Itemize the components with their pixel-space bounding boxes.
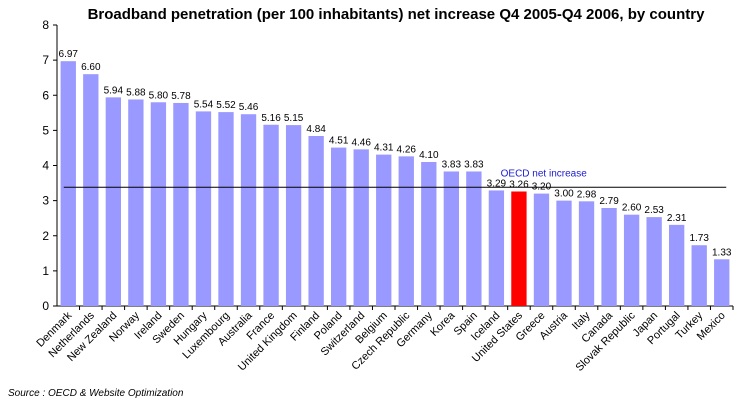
source-note: Source : OECD & Website Optimization — [8, 388, 184, 399]
axis-layer: 0 1 2 3 4 5 6 7 8 — [42, 18, 734, 313]
bar-czech-republic — [398, 156, 414, 306]
y-tick-label: 8 — [42, 18, 49, 32]
bar-iceland — [488, 190, 505, 306]
bar-ireland — [150, 102, 167, 307]
bar-turkey — [691, 245, 707, 306]
data-label: 3.26 — [509, 179, 529, 190]
y-tick-label: 2 — [42, 229, 49, 243]
bar-denmark — [60, 61, 76, 307]
y-tick-label: 3 — [42, 194, 49, 208]
data-label: 5.88 — [126, 87, 146, 98]
y-tick-label: 7 — [42, 53, 49, 67]
y-tick-label: 6 — [42, 88, 49, 102]
category-label: Korea — [428, 309, 458, 339]
data-label: 4.26 — [397, 144, 417, 155]
data-label: 1.33 — [712, 247, 732, 258]
bar-poland — [331, 147, 347, 306]
bar-belgium — [376, 154, 392, 306]
bar-finland — [308, 135, 324, 306]
bar-new-zealand — [105, 97, 121, 306]
data-label: 2.53 — [644, 205, 664, 216]
bar-sweden — [173, 102, 189, 306]
bar-greece — [533, 193, 550, 306]
oecd-reference-label: OECD net increase — [501, 168, 588, 179]
y-tick-label: 0 — [42, 299, 49, 313]
bar-australia — [240, 114, 257, 306]
y-tick-label: 4 — [42, 159, 49, 173]
data-label: 2.98 — [577, 189, 597, 200]
data-label: 5.54 — [194, 99, 214, 110]
bar-united-states — [511, 191, 527, 306]
data-label: 1.73 — [689, 233, 709, 244]
bar-luxembourg — [218, 112, 234, 306]
bar-canada — [601, 208, 617, 306]
bar-japan — [646, 217, 662, 306]
bar-austria — [556, 200, 572, 306]
data-label: 3.00 — [554, 189, 574, 200]
data-label: 3.83 — [464, 159, 484, 170]
data-label: 6.97 — [59, 49, 79, 60]
data-label: 3.83 — [442, 159, 462, 170]
bar-slovak-republic — [623, 214, 640, 306]
data-label: 5.78 — [171, 91, 191, 102]
bar-switzerland — [353, 149, 369, 306]
y-tick-label: 1 — [42, 264, 49, 278]
data-label: 6.60 — [81, 62, 101, 73]
bar-portugal — [669, 224, 685, 306]
data-label: 2.31 — [667, 213, 687, 224]
bar-germany — [421, 161, 437, 306]
bar-united-kingdom — [285, 125, 302, 306]
data-label: 4.51 — [329, 136, 349, 147]
data-label: 2.60 — [622, 203, 642, 214]
data-label: 5.16 — [261, 113, 281, 124]
data-label: 5.52 — [216, 100, 236, 111]
bar-italy — [578, 201, 595, 306]
data-label: 5.15 — [284, 113, 304, 124]
bar-korea — [443, 171, 459, 306]
y-tick-label: 5 — [42, 123, 49, 137]
data-label: 2.79 — [599, 196, 619, 207]
data-label: 4.84 — [306, 124, 326, 135]
reference-line-layer: OECD net increase — [63, 168, 727, 188]
data-label: 4.31 — [374, 143, 394, 154]
data-label: 5.94 — [104, 85, 124, 96]
data-label: 4.10 — [419, 150, 439, 161]
data-label: 4.46 — [351, 137, 371, 148]
data-label: 5.80 — [149, 90, 169, 101]
data-label: 5.46 — [239, 102, 259, 113]
bar-hungary — [195, 111, 212, 306]
bar-netherlands — [83, 74, 99, 306]
bar-mexico — [714, 259, 730, 306]
data-label: 3.29 — [487, 178, 507, 189]
bar-spain — [466, 171, 482, 306]
bar-norway — [128, 99, 144, 306]
chart-title: Broadband penetration (per 100 inhabitan… — [88, 6, 706, 23]
bar-france — [263, 124, 279, 306]
bars-layer — [60, 61, 730, 307]
